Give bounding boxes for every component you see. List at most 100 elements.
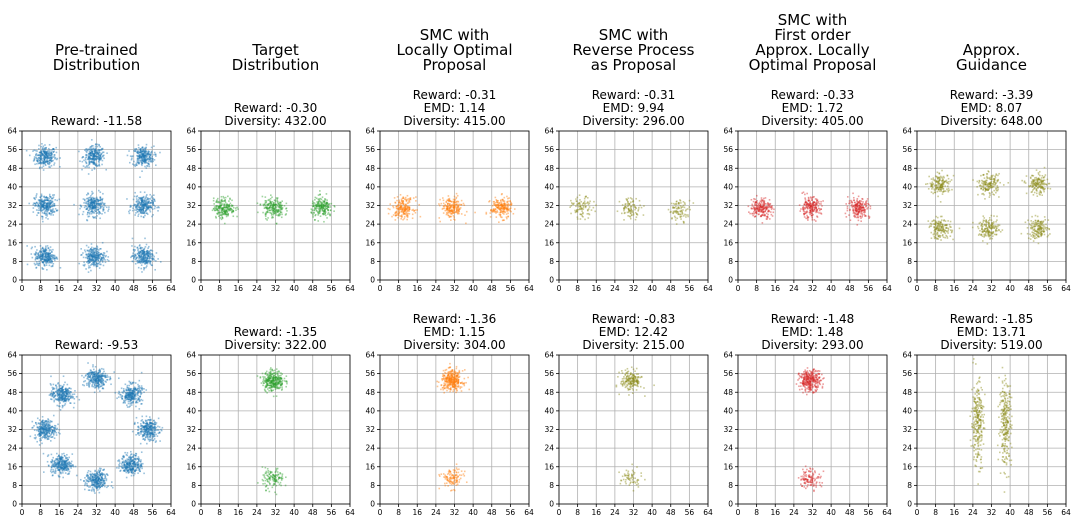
scatter-point [448,200,450,202]
scatter-point [47,218,49,220]
scatter-point [857,198,859,200]
scatter-point [320,202,322,204]
scatter-point [37,263,39,265]
scatter-point [136,253,138,255]
scatter-point [453,210,455,212]
scatter-point [804,197,806,199]
scatter-point [931,191,933,193]
scatter-point [622,204,624,206]
scatter-point [680,200,682,202]
scatter-point [689,200,691,202]
scatter-point [47,158,49,160]
y-tick-label: 64 [365,127,375,136]
scatter-point [140,216,142,218]
scatter-point [86,163,88,165]
scatter-point [311,208,313,210]
scatter-point [82,252,84,254]
scatter-point [93,217,95,219]
scatter-point [862,198,864,200]
x-tick-label: 16 [233,284,243,293]
scatter-point [453,212,455,214]
scatter-point [456,203,458,205]
scatter-point [100,159,102,161]
scatter-point [88,148,90,150]
scatter-point [627,201,629,203]
scatter-point [138,261,140,263]
scatter-point [86,245,88,247]
scatter-point [449,211,451,213]
scatter-point [96,245,98,247]
scatter-point [34,199,36,201]
scatter-point [132,163,134,165]
scatter-point [953,175,955,177]
scatter-point [130,205,132,207]
scatter-point [325,215,327,217]
scatter-point [95,206,97,208]
scatter-point [217,210,219,212]
scatter-point [144,191,146,193]
scatter-point [947,185,949,187]
scatter-point [157,210,159,212]
scatter-point [675,206,677,208]
y-tick-label: 24 [365,220,375,229]
scatter-point [137,209,139,211]
scatter-point [630,205,632,207]
scatter-point [97,201,99,203]
scatter-point [630,211,632,213]
scatter-point [277,201,279,203]
scatter-point [865,206,867,208]
scatter-point [134,209,136,211]
scatter-point [221,212,223,214]
scatter-point [34,159,36,161]
scatter-point [92,253,94,255]
scatter-point [88,260,90,262]
scatter-point [88,210,90,212]
scatter-point [133,161,135,163]
scatter-point [97,202,99,204]
scatter-point [83,160,85,162]
scatter-point [51,154,53,156]
scatter-point [589,214,591,216]
scatter-point [808,197,810,199]
scatter-point [503,213,505,215]
scatter-point [262,212,264,214]
scatter-point [928,176,930,178]
scatter-point [99,217,101,219]
scatter-point [140,150,142,152]
scatter-point [136,152,138,154]
scatter-point [51,205,53,207]
scatter-point [972,179,974,181]
scatter-point [146,244,148,246]
scatter-point [36,209,38,211]
scatter-point [507,216,509,218]
scatter-point [940,191,942,193]
scatter-point [867,198,869,200]
scatter-point [79,208,81,210]
scatter-point [42,221,44,223]
scatter-point [141,271,143,273]
scatter-point [574,210,576,212]
scatter-point [569,206,571,208]
scatter-point [49,209,51,211]
scatter-point [265,200,267,202]
scatter-point [45,149,47,151]
x-tick-label: 0 [199,284,204,293]
x-tick-label: 16 [591,284,601,293]
scatter-point [147,247,149,249]
scatter-point [222,212,224,214]
scatter-point [767,214,769,216]
scatter-point [588,217,590,219]
scatter-point [139,253,141,255]
scatter-point [88,253,90,255]
scatter-point [88,271,90,273]
scatter-point [993,194,995,196]
scatter-point [949,181,951,183]
scatter-point [314,197,316,199]
scatter-point [401,208,403,210]
scatter-point [141,250,143,252]
scatter-point [281,216,283,218]
scatter-point [852,193,854,195]
scatter-point [104,259,106,261]
scatter-point [757,214,759,216]
